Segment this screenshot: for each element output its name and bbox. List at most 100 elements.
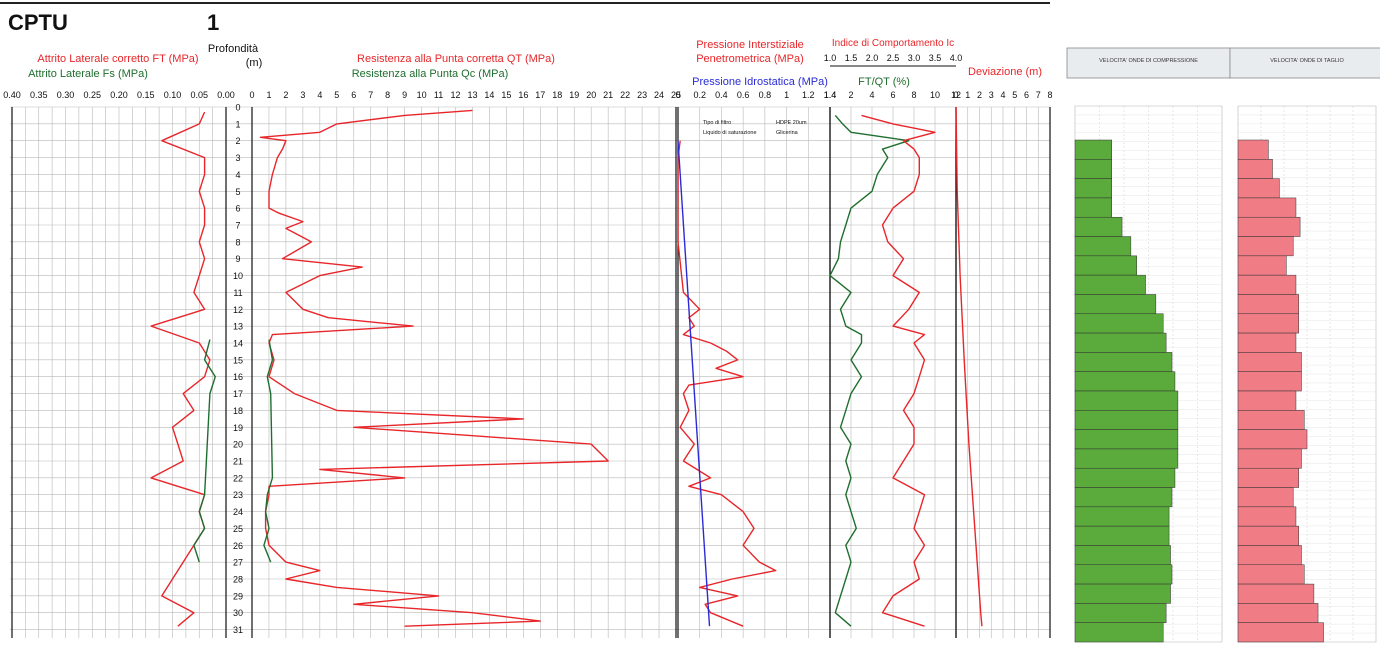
test-number: 1 <box>207 10 219 35</box>
vs-bar <box>1237 313 1299 334</box>
vs-bar <box>1237 371 1302 392</box>
depth-tick-label: 6 <box>235 204 240 214</box>
tip-tick-label: 25 <box>671 90 681 100</box>
deviation-tick-label: 0 <box>953 90 958 100</box>
friction-tick-label: 0.10 <box>164 90 182 100</box>
vp-bar <box>1074 216 1123 237</box>
pore-tick-label: 1.2 <box>802 90 815 100</box>
chart-title: CPTU <box>8 10 68 35</box>
tip-tick-label: 9 <box>402 90 407 100</box>
deviation-tick-label: 2 <box>977 90 982 100</box>
tip-tick-label: 12 <box>451 90 461 100</box>
series-red-line <box>677 140 777 627</box>
depth-tick-label: 30 <box>233 608 243 618</box>
series-green-line <box>193 339 216 563</box>
tip-tick-label: 22 <box>620 90 630 100</box>
friction-tick-label: 0.20 <box>110 90 128 100</box>
friction-title-fs: Attrito Laterale Fs (MPa) <box>28 68 148 80</box>
tip-tick-label: 6 <box>351 90 356 100</box>
vp-bar <box>1074 506 1170 527</box>
vp-bar <box>1074 448 1179 469</box>
ic-tick-label: 3.5 <box>929 53 942 63</box>
vs-bar <box>1237 139 1269 160</box>
tip-tick-label: 2 <box>283 90 288 100</box>
vs-bar <box>1237 467 1299 488</box>
vp-bar <box>1074 178 1112 199</box>
depth-tick-label: 7 <box>235 221 240 231</box>
tip-tick-label: 20 <box>586 90 596 100</box>
ftqt-tick-label: 10 <box>930 90 940 100</box>
vs-bar <box>1237 197 1297 218</box>
depth-tick-label: 19 <box>233 423 243 433</box>
pore-tick-label: 0.6 <box>737 90 750 100</box>
tip-tick-label: 8 <box>385 90 390 100</box>
depth-tick-label: 18 <box>233 406 243 416</box>
series-red-line <box>861 114 936 627</box>
depth-unit-label: (m) <box>246 57 263 69</box>
tip-tick-label: 11 <box>434 90 443 100</box>
vp-bar <box>1074 603 1167 623</box>
vp-bar <box>1074 139 1112 160</box>
ftqt-tick-label: 2 <box>848 90 853 100</box>
friction-tick-label: 0.15 <box>137 90 155 100</box>
pore-title-line2: Penetrometrica (MPa) <box>696 53 804 65</box>
ftqt-title: FT/QT (%) <box>858 76 910 88</box>
friction-tick-label: 0.00 <box>217 90 235 100</box>
ic-tick-label: 1.0 <box>824 53 837 63</box>
depth-tick-label: 4 <box>235 170 240 180</box>
friction-tick-label: 0.25 <box>83 90 101 100</box>
tip-tick-label: 13 <box>467 90 477 100</box>
vp-header-box <box>1066 47 1231 79</box>
vs-bar <box>1237 525 1299 546</box>
vs-bar <box>1237 410 1305 430</box>
tip-title-qc: Resistenza alla Punta Qc (MPa) <box>352 68 509 80</box>
series-red-line <box>150 111 211 627</box>
vp-bar <box>1074 352 1173 372</box>
vp-bar <box>1074 274 1146 295</box>
depth-tick-label: 27 <box>233 558 243 568</box>
filter-type-value: HDPE 20um <box>776 120 807 126</box>
vp-bar <box>1074 622 1164 643</box>
tip-tick-label: 10 <box>417 90 427 100</box>
tip-tick-label: 23 <box>637 90 647 100</box>
friction-tick-label: 0.35 <box>30 90 48 100</box>
vs-bar <box>1237 236 1294 257</box>
vp-bar <box>1074 390 1179 411</box>
ftqt-tick-label: 6 <box>890 90 895 100</box>
depth-tick-label: 20 <box>233 440 243 450</box>
ftqt-tick-label: 1.4 <box>824 90 837 100</box>
vs-bar <box>1237 390 1297 411</box>
vp-bar <box>1074 410 1179 430</box>
vp-bar <box>1074 545 1171 566</box>
ic-tick-label: 2.5 <box>887 53 900 63</box>
tip-title-qt: Resistenza alla Punta corretta QT (MPa) <box>357 53 555 65</box>
friction-tick-label: 0.05 <box>190 90 208 100</box>
vs-bar <box>1237 583 1315 604</box>
vs-bar <box>1237 159 1273 179</box>
pore-title-hydrostatic: Pressione Idrostatica (MPa) <box>692 76 828 88</box>
ftqt-tick-label: 4 <box>869 90 874 100</box>
pore-tick-label: 0.8 <box>759 90 772 100</box>
vs-bar <box>1237 545 1302 566</box>
saturation-liquid-label: Liquido di saturazione <box>703 130 757 136</box>
vp-title: VELOCITA' ONDE DI COMPRESSIONE <box>1099 58 1198 64</box>
vs-bar <box>1237 332 1297 353</box>
tip-tick-label: 7 <box>368 90 373 100</box>
tip-tick-label: 24 <box>654 90 664 100</box>
series-blue-line <box>677 140 711 627</box>
deviation-title: Deviazione (m) <box>968 66 1042 78</box>
deviation-tick-label: 7 <box>1036 90 1041 100</box>
depth-tick-label: 21 <box>233 457 243 467</box>
deviation-tick-label: 3 <box>989 90 994 100</box>
depth-tick-label: 9 <box>235 254 240 264</box>
tip-tick-label: 18 <box>552 90 562 100</box>
tip-tick-label: 17 <box>535 90 545 100</box>
tip-tick-label: 15 <box>501 90 511 100</box>
vp-bar <box>1074 429 1179 450</box>
tip-tick-label: 1 <box>266 90 271 100</box>
vp-bar <box>1074 332 1167 353</box>
depth-tick-label: 16 <box>233 372 243 382</box>
tip-tick-label: 4 <box>317 90 322 100</box>
pore-tick-label: 1 <box>784 90 789 100</box>
